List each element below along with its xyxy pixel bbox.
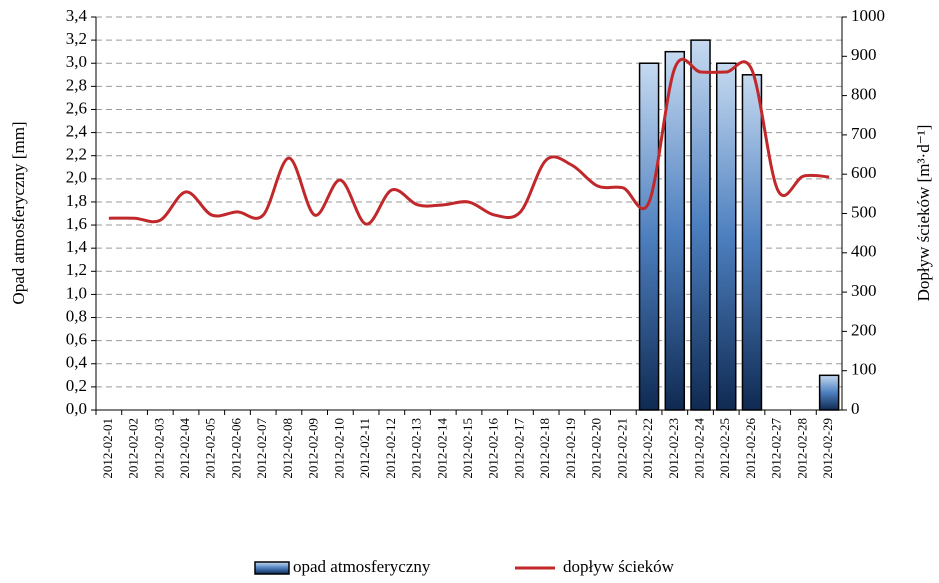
y-tick-label: 1,6 [66,214,87,233]
y2-tick-label: 500 [851,202,877,221]
y2-tick-label: 200 [851,320,877,339]
x-tick-label: 2012-02-27 [769,418,784,479]
x-tick-label: 2012-02-04 [177,418,192,479]
x-tick-label: 2012-02-20 [589,418,604,479]
x-tick-label: 2012-02-12 [383,418,398,479]
y-tick-label: 2,4 [66,121,88,140]
x-tick-label: 2012-02-17 [511,418,526,479]
y-tick-label: 0,4 [66,353,88,372]
y2-tick-label: 800 [851,85,877,104]
x-tick-label: 2012-02-10 [331,418,346,479]
y2-tick-label: 400 [851,242,877,261]
x-tick-label: 2012-02-14 [434,418,449,479]
x-tick-label: 2012-02-24 [692,418,707,479]
x-tick-label: 2012-02-15 [460,418,475,479]
x-tick-label: 2012-02-22 [640,418,655,479]
legend-label: opad atmosferyczny [293,557,431,576]
x-tick-label: 2012-02-18 [537,418,552,479]
y2-tick-label: 300 [851,281,877,300]
y-tick-label: 1,4 [66,237,88,256]
x-tick-label: 2012-02-19 [563,418,578,479]
y-tick-label: 1,8 [66,191,87,210]
y2-axis-title: Dopływ ścieków [m³·d⁻¹] [914,125,933,302]
bar [818,374,840,411]
x-tick-label: 2012-02-02 [126,418,141,479]
bar [715,62,737,411]
y-tick-label: 3,0 [66,52,87,71]
y-tick-label: 2,0 [66,168,87,187]
x-tick-label: 2012-02-11 [357,418,372,478]
y2-tick-label: 1000 [851,6,885,25]
bar [664,50,686,411]
x-tick-label: 2012-02-08 [280,418,295,479]
x-tick-label: 2012-02-13 [409,418,424,479]
y2-tick-label: 0 [851,399,860,418]
legend-swatch [254,561,290,575]
x-tick-label: 2012-02-03 [151,418,166,479]
line [108,57,830,226]
y-tick-label: 2,8 [66,75,87,94]
bar [741,74,763,411]
x-tick-label: 2012-02-28 [794,418,809,479]
bar [638,62,660,411]
bar [690,39,711,411]
x-tick-label: 2012-02-21 [614,418,629,479]
x-tick-label: 2012-02-23 [666,418,681,479]
y-tick-label: 0,6 [66,330,87,349]
y2-tick-label: 700 [851,124,877,143]
y-tick-label: 3,4 [66,6,88,25]
y-axis-title: Opad atmosferyczny [mm] [9,121,28,304]
y-tick-label: 3,2 [66,29,87,48]
y-tick-label: 1,0 [66,283,87,302]
x-tick-label: 2012-02-05 [203,418,218,479]
y2-tick-label: 900 [851,45,877,64]
x-tick-label: 2012-02-16 [486,418,501,479]
legend-label: dopływ ścieków [563,557,675,576]
y2-tick-label: 600 [851,163,877,182]
y-tick-label: 0,2 [66,376,87,395]
y-tick-label: 0,0 [66,399,87,418]
y-tick-label: 2,6 [66,98,87,117]
x-tick-label: 2012-02-29 [820,418,835,479]
y-tick-label: 2,2 [66,145,87,164]
x-tick-label: 2012-02-25 [717,418,732,479]
x-tick-label: 2012-02-09 [306,418,321,479]
x-tick-label: 2012-02-26 [743,418,758,479]
y-tick-label: 0,8 [66,306,87,325]
y2-tick-label: 100 [851,360,877,379]
x-tick-label: 2012-02-06 [228,418,243,479]
x-tick-label: 2012-02-07 [254,418,269,479]
x-tick-label: 2012-02-01 [100,418,115,479]
y-tick-label: 1,2 [66,260,87,279]
